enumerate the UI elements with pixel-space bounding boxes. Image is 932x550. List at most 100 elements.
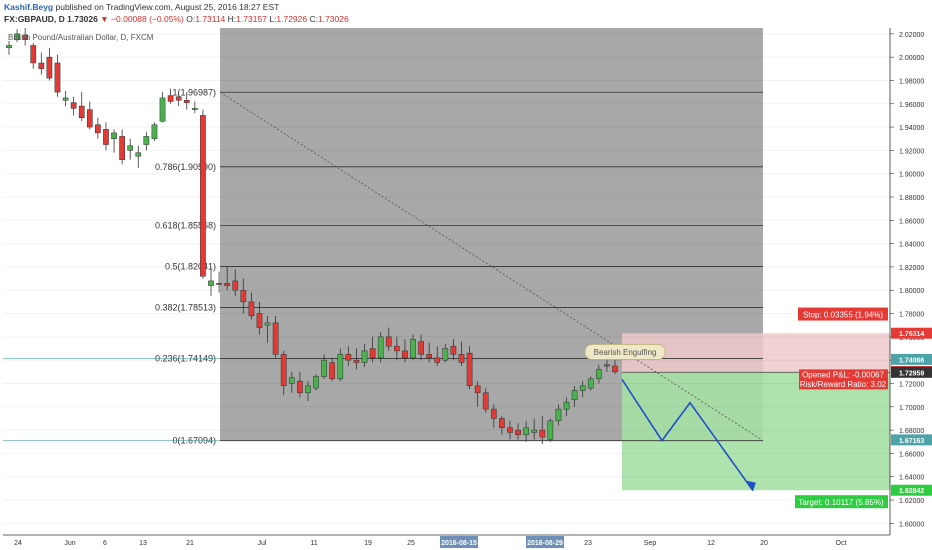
candle-body bbox=[369, 348, 376, 359]
y-tick-label: 1.62000 bbox=[899, 498, 924, 505]
header-line-publisher: Kashif.Beyg published on TradingView.com… bbox=[4, 2, 279, 12]
candle-body bbox=[563, 401, 570, 410]
candle-body bbox=[490, 408, 497, 419]
author-link[interactable]: Kashif.Beyg bbox=[4, 2, 54, 12]
x-tick-highlight bbox=[526, 536, 564, 548]
candle-body bbox=[167, 95, 174, 102]
candle-body bbox=[280, 354, 287, 387]
candle-body bbox=[458, 354, 465, 363]
chart-title: British Pound/Australian Dollar, D, FXCM bbox=[8, 33, 154, 42]
candle-body bbox=[531, 429, 538, 433]
candle-body bbox=[385, 336, 392, 347]
bearish-engulfing-label: Bearish Engulfing bbox=[594, 348, 657, 357]
x-tick-label: 6 bbox=[103, 540, 107, 547]
price-flag bbox=[891, 434, 932, 446]
target-label-text: Target: 0.10117 (5.85%) bbox=[798, 498, 884, 507]
change-arrow-icon: ▼ bbox=[100, 14, 109, 24]
candle-body bbox=[402, 350, 408, 359]
last-price: 1.73026 bbox=[67, 14, 98, 24]
candle-body bbox=[232, 280, 239, 291]
stop-label-text: Stop: 0.03355 (1.94%) bbox=[803, 311, 883, 320]
price-flag bbox=[891, 327, 932, 339]
y-tick-label: 1.92000 bbox=[899, 148, 924, 155]
y-tick-label: 1.72000 bbox=[899, 381, 924, 388]
candle-body bbox=[612, 365, 618, 373]
fib-level-label: 1(1.96987) bbox=[172, 87, 216, 97]
fib-level-label: 0.618(1.85568) bbox=[155, 220, 216, 230]
y-tick-label: 1.70000 bbox=[899, 405, 924, 412]
candle-body bbox=[410, 338, 416, 359]
candle-body bbox=[151, 124, 158, 139]
y-tick-label: 1.86000 bbox=[899, 218, 924, 225]
symbol-label: FX:GBPAUD, D bbox=[4, 14, 65, 24]
price-flag bbox=[891, 484, 932, 496]
x-tick-label: 19 bbox=[364, 540, 372, 547]
price-flag-label: 1.67163 bbox=[899, 438, 924, 445]
low-value: 1.72926 bbox=[276, 14, 308, 24]
candle-body bbox=[587, 378, 594, 389]
candle-body bbox=[377, 336, 384, 359]
x-tick-label: Oct bbox=[836, 540, 847, 547]
candle-body bbox=[507, 427, 513, 433]
candle-body bbox=[119, 136, 125, 160]
candle-body bbox=[272, 322, 279, 355]
y-tick-label: 1.66000 bbox=[899, 451, 924, 458]
candle-body bbox=[143, 136, 150, 145]
y-tick-label: 1.68000 bbox=[899, 428, 924, 435]
candle-body bbox=[579, 385, 586, 391]
candle-body bbox=[70, 102, 77, 109]
candle-body bbox=[216, 282, 222, 285]
candle-body bbox=[288, 377, 295, 384]
candle-body bbox=[466, 352, 473, 387]
candle-body bbox=[14, 33, 20, 40]
candle-body bbox=[313, 376, 319, 389]
x-tick-label: 2016-08-29 bbox=[527, 540, 563, 547]
published-text: published on TradingView.com, August 25,… bbox=[55, 2, 280, 12]
y-tick-label: 1.60000 bbox=[899, 521, 924, 528]
y-tick-label: 1.82000 bbox=[899, 265, 924, 272]
profit-target-zone bbox=[622, 372, 890, 491]
candle-body bbox=[22, 34, 29, 40]
x-tick-label: 12 bbox=[707, 540, 715, 547]
arrowhead-icon bbox=[747, 480, 756, 491]
y-axis-panel bbox=[890, 28, 932, 535]
x-tick-label: 23 bbox=[584, 540, 592, 547]
header-line-quote: FX:GBPAUD, D 1.73026 ▼ −0.00088 (−0.05%)… bbox=[4, 14, 349, 24]
y-tick-label: 1.78000 bbox=[899, 312, 924, 319]
candle-body bbox=[208, 280, 214, 286]
candle-body bbox=[361, 350, 368, 363]
candle-body bbox=[321, 359, 327, 377]
candle-body bbox=[256, 313, 263, 328]
candle-body bbox=[135, 152, 142, 157]
y-tick-label: 1.64000 bbox=[899, 475, 924, 482]
y-tick-label: 2.00000 bbox=[899, 55, 924, 62]
x-tick-label: 11 bbox=[310, 540, 317, 547]
stop-label-box bbox=[798, 307, 888, 321]
close-label: C: bbox=[309, 14, 318, 24]
candle-body bbox=[6, 45, 12, 49]
candle-body bbox=[54, 62, 61, 93]
close-value: 1.73026 bbox=[317, 14, 349, 24]
candle-body bbox=[191, 108, 198, 110]
candle-body bbox=[482, 392, 489, 410]
candle-body bbox=[329, 362, 336, 380]
price-flag bbox=[891, 353, 932, 365]
x-tick-label: 20 bbox=[760, 540, 768, 547]
fib-trend-line bbox=[219, 91, 764, 441]
candle-body bbox=[86, 109, 93, 128]
price-flag-label: 1.72959 bbox=[899, 370, 924, 377]
candle-body bbox=[442, 348, 449, 361]
candle-body bbox=[555, 408, 562, 422]
fib-level-label: 0.5(1.82041) bbox=[165, 261, 216, 271]
price-flag-label: 1.74066 bbox=[899, 357, 924, 364]
x-tick-label: Jul bbox=[258, 540, 267, 547]
y-tick-label: 1.80000 bbox=[899, 288, 924, 295]
candle-body bbox=[264, 322, 271, 326]
candle-body bbox=[62, 97, 69, 101]
x-tick-label: 2016-08-15 bbox=[441, 540, 477, 547]
candle-body bbox=[393, 345, 400, 352]
candle-body bbox=[248, 301, 255, 317]
candle-body bbox=[183, 100, 190, 103]
price-flag-label: 1.62842 bbox=[899, 488, 924, 495]
